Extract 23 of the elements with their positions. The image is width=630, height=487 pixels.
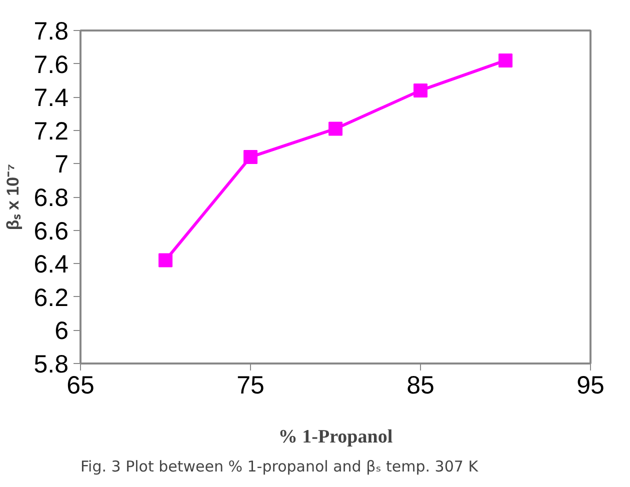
x-tick-label: 65 <box>66 372 94 400</box>
y-tick-label: 6 <box>54 317 68 346</box>
y-tick-label: 7.4 <box>34 84 69 112</box>
y-tick-label: 7.6 <box>34 50 69 79</box>
y-tick-label: 6.6 <box>34 217 69 246</box>
point <box>158 253 172 268</box>
y-tick-label: 6.2 <box>34 284 69 312</box>
y-tick-label: 6.4 <box>34 250 69 279</box>
point <box>414 83 428 98</box>
x-axis-title: % 1-Propanol <box>278 426 393 448</box>
point <box>244 150 258 164</box>
y-tick-label: 7 <box>54 150 68 179</box>
y-tick-label: 5.8 <box>34 350 69 378</box>
y-tick-label: 7.2 <box>34 117 69 146</box>
y-tick-label: 7.8 <box>34 18 69 46</box>
caption: Fig. 3 Plot between % 1-propanol and βₛ temp. 307 K <box>80 458 480 476</box>
point <box>328 122 342 136</box>
x-tick-label: 95 <box>576 372 604 400</box>
y-axis-title: βₛ x 10⁻⁷ <box>4 164 23 230</box>
point <box>498 53 512 68</box>
x-tick-label: 85 <box>406 372 434 400</box>
y-tick-label: 6.8 <box>34 184 69 212</box>
x-tick-label: 75 <box>236 372 264 400</box>
